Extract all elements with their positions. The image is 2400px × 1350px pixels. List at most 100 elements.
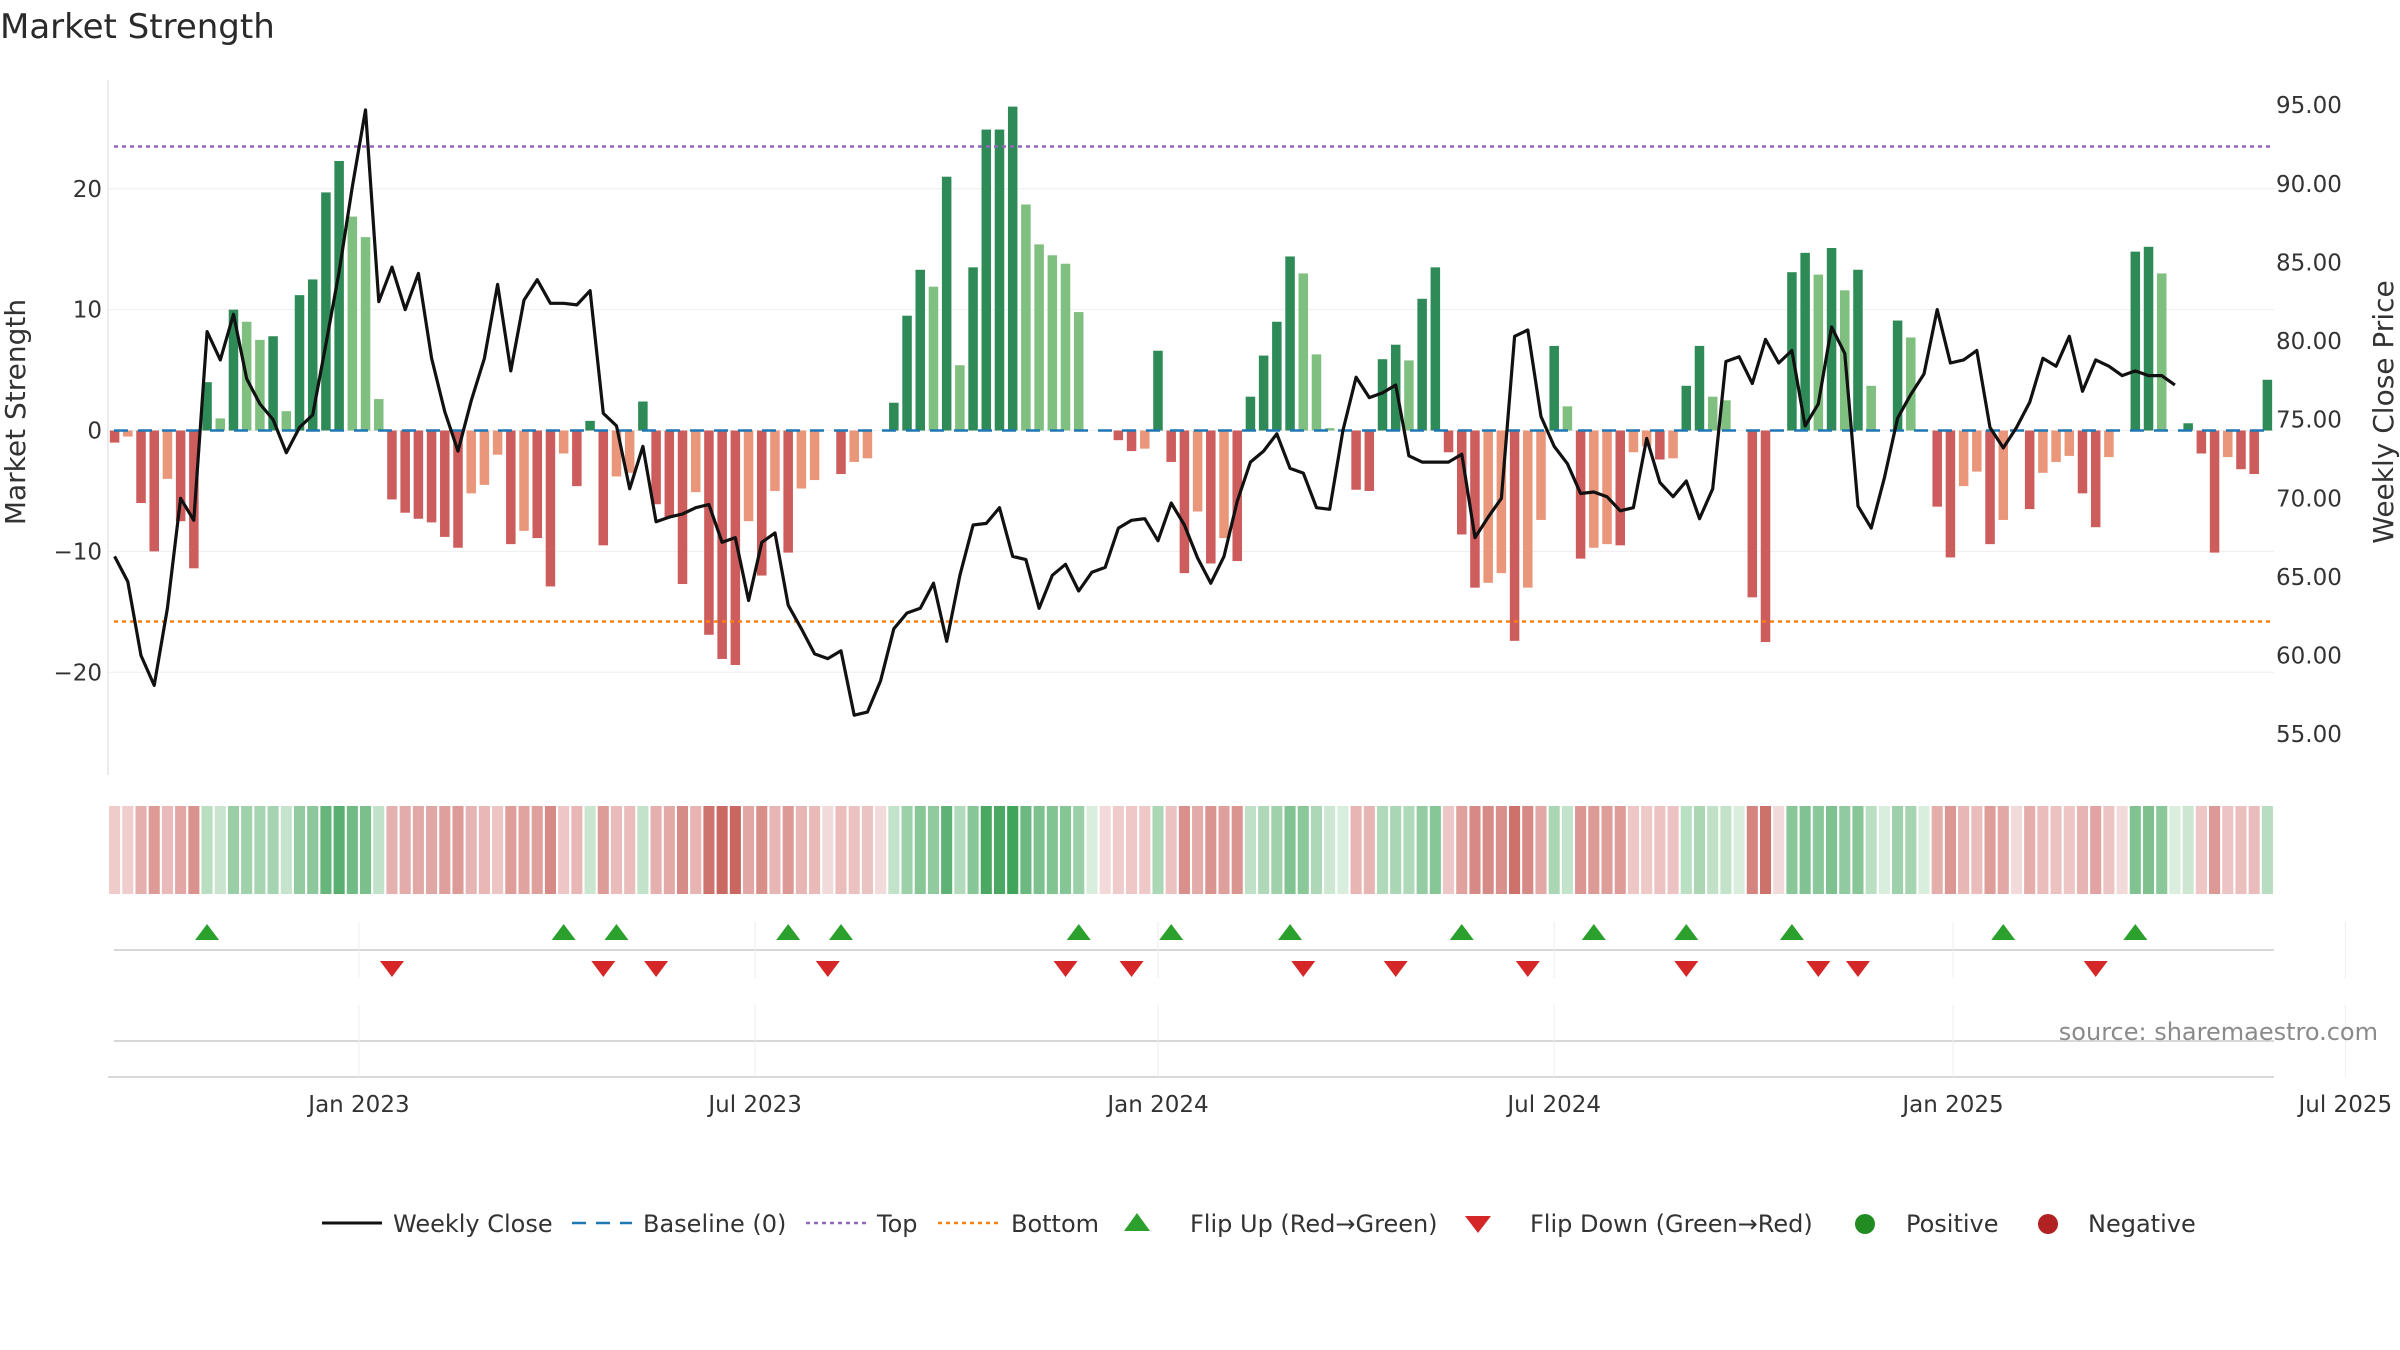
heat-cell: [109, 806, 121, 894]
heat-cell: [280, 806, 292, 894]
y2-tick-label: 70.00: [2276, 486, 2342, 512]
strength-bar: [598, 430, 609, 546]
heat-cell: [861, 806, 873, 894]
heat-cell: [1931, 806, 1943, 894]
flip-up-marker: [1991, 924, 2016, 940]
heat-cell: [135, 806, 147, 894]
heat-cell: [1126, 806, 1138, 894]
flip-down-marker: [1845, 961, 1870, 977]
heat-cell: [2037, 806, 2049, 894]
legend: Weekly Close Baseline (0) Top Bottom Fli…: [322, 1210, 2196, 1238]
strength-bar: [255, 339, 265, 431]
strength-bar: [1153, 350, 1163, 431]
heat-cell: [1271, 806, 1283, 894]
heat-cell: [637, 806, 649, 894]
y-tick-label: 20: [73, 177, 102, 203]
date-axis-ticks: Jan 2023 Jul 2023 Jan 2024 Jul 2024 Jan 2025…: [306, 1092, 2392, 1118]
heat-cell: [1971, 806, 1983, 894]
heat-cell: [161, 806, 173, 894]
heat-cell: [1456, 806, 1468, 894]
strength-bar: [1496, 430, 1507, 574]
heat-cell: [610, 806, 623, 894]
flip-down-marker: [1119, 961, 1144, 977]
heat-cell: [901, 806, 913, 894]
strength-bar: [1166, 430, 1176, 462]
strength-bar: [1694, 345, 1705, 431]
strength-bar: [1179, 430, 1190, 574]
strength-bar: [572, 430, 582, 487]
heat-cell: [2195, 806, 2207, 894]
strength-bar: [730, 430, 741, 666]
strength-bar: [1536, 430, 1546, 520]
heat-cell: [478, 806, 490, 894]
strength-bar: [2196, 430, 2207, 454]
y2-tick-label: 95.00: [2276, 93, 2342, 119]
strength-bar: [915, 269, 926, 431]
strength-bar: [228, 309, 239, 431]
heat-cell: [1363, 806, 1375, 894]
heat-cell: [1073, 806, 1085, 894]
flip-down-marker: [1515, 961, 1540, 977]
heat-cell: [227, 806, 240, 894]
heat-cell: [835, 806, 847, 894]
heat-cell: [967, 806, 979, 894]
heat-cell: [1839, 806, 1851, 894]
strength-bar: [1311, 354, 1322, 431]
strength-bar: [585, 420, 595, 431]
heat-cell: [1588, 806, 1600, 894]
heat-cell: [1641, 806, 1653, 894]
strength-bar: [1324, 428, 1335, 431]
heat-cell: [888, 806, 900, 894]
flip-up-marker: [551, 924, 576, 940]
heat-cell: [2050, 806, 2062, 894]
strength-bar: [2024, 430, 2035, 510]
strength-bar: [1523, 430, 1533, 588]
strength-bar: [1430, 267, 1441, 431]
reference-lines: [114, 145, 2274, 623]
heat-cell: [1112, 806, 1124, 894]
flip-down-marker: [1383, 961, 1408, 977]
heat-cell: [1878, 806, 1890, 894]
heat-cell: [1099, 806, 1111, 894]
heat-cell: [359, 806, 372, 894]
strength-bar: [809, 430, 820, 481]
heat-cell: [1984, 806, 1996, 894]
heat-cell: [927, 806, 940, 894]
strength-bar: [2209, 430, 2220, 553]
strength-bar: [453, 430, 463, 548]
strength-bar: [1707, 396, 1718, 431]
strength-bar: [1668, 430, 1678, 459]
strength-bar: [1813, 274, 1824, 431]
y2-tick-label: 55.00: [2276, 722, 2342, 748]
y2-tick-label: 90.00: [2276, 172, 2342, 198]
strength-bar: [426, 430, 437, 523]
strength-bar: [1655, 430, 1665, 460]
flip-up-marker: [1779, 924, 1804, 940]
heat-cell: [2116, 806, 2128, 894]
strength-bar: [1351, 430, 1361, 490]
strength-bar: [2077, 430, 2088, 494]
heat-cell: [2129, 806, 2141, 894]
heat-cell: [1390, 806, 1402, 894]
heat-cell: [1403, 806, 1415, 894]
x-tick-label: Jul 2024: [1505, 1092, 1601, 1118]
strength-bar: [981, 129, 992, 431]
flip-down-marker: [1053, 961, 1078, 977]
heat-cell: [809, 806, 821, 894]
heat-cell: [1165, 806, 1177, 894]
strength-bar: [611, 430, 622, 477]
heat-cell: [320, 806, 332, 894]
strength-bar: [1681, 385, 1692, 431]
heat-cell: [175, 806, 187, 894]
heat-cell: [1192, 806, 1204, 894]
flip-up-marker: [1066, 924, 1091, 940]
heat-cell: [1667, 806, 1679, 894]
strength-bar: [123, 430, 133, 437]
heat-cell: [1575, 806, 1587, 894]
strength-bar: [400, 430, 410, 513]
strength-bar: [109, 430, 120, 443]
legend-flip-up: Flip Up (Red→Green): [1190, 1210, 1438, 1238]
heat-cell: [1231, 806, 1243, 894]
strength-bar: [677, 430, 688, 585]
